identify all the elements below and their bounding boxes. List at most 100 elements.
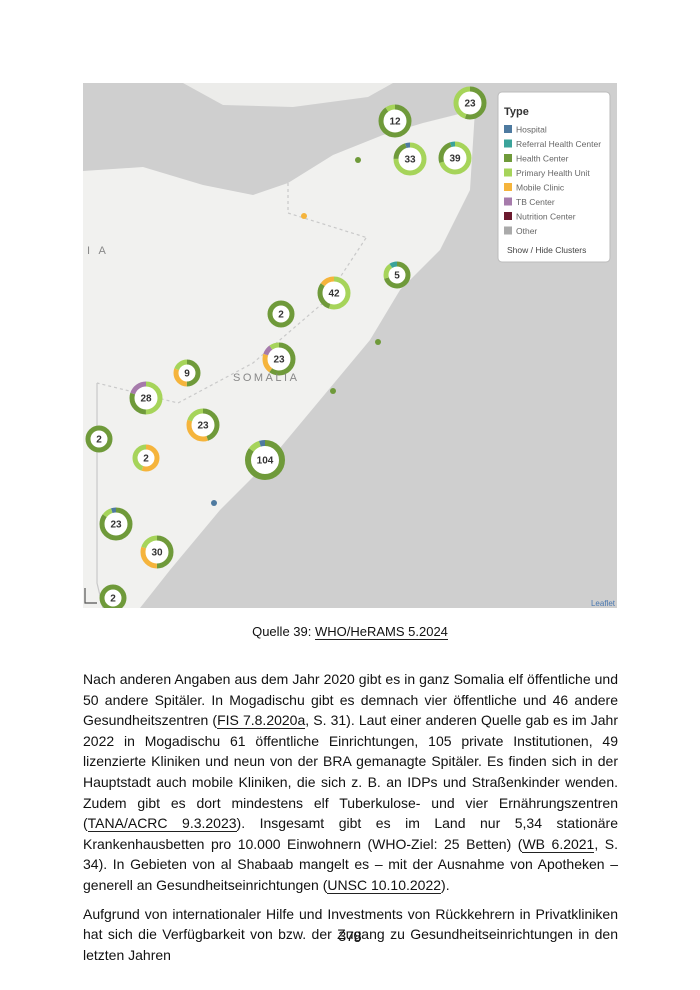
cluster-count: 104 <box>257 456 274 467</box>
legend-item: Other <box>516 226 537 236</box>
text-run: Nach anderen Angaben aus dem Jahr 2020 g… <box>83 671 618 729</box>
cluster-bg <box>270 303 292 325</box>
cluster-segment <box>173 359 201 387</box>
cluster-count: 23 <box>464 99 476 110</box>
cluster-segment <box>383 261 411 289</box>
map-label: I A <box>87 245 109 257</box>
legend-title: Type <box>504 106 529 118</box>
caption-link[interactable]: WHO/HeRAMS 5.2024 <box>314 624 448 640</box>
cluster-segment <box>140 535 174 569</box>
text-run: ). Insgesamt gibt es im Land nur 5,34 st… <box>83 815 619 852</box>
citation-link[interactable]: WB 6.2021 <box>522 835 595 853</box>
citation-link[interactable]: UNSC 10.10.2022 <box>327 876 442 894</box>
cluster-segment <box>85 425 113 453</box>
legend-item: Primary Health Unit <box>516 168 590 178</box>
cluster-bg <box>132 384 160 412</box>
cluster-count: 28 <box>140 394 152 405</box>
cluster-segment <box>99 507 133 541</box>
legend-item: Mobile Clinic <box>516 183 565 193</box>
legend-swatch <box>504 168 512 177</box>
cluster-count: 9 <box>184 369 190 380</box>
legend-swatch <box>504 212 512 220</box>
page-number: 378 <box>338 928 362 944</box>
cluster-segment <box>186 408 220 442</box>
cluster-count: 2 <box>96 435 102 446</box>
paragraph: Nach anderen Angaben aus dem Jahr 2020 g… <box>83 669 618 896</box>
facility-dot <box>301 213 307 219</box>
paragraph: Aufgrund von internationaler Hilfe und I… <box>83 904 618 966</box>
cluster-segment <box>245 440 285 480</box>
legend-swatch <box>504 197 512 206</box>
facility-dot <box>211 500 217 506</box>
legend-swatch <box>504 154 512 162</box>
cluster-bg <box>143 538 171 566</box>
cluster-bg <box>88 428 110 450</box>
cluster-bg <box>320 279 348 307</box>
cluster-count: 2 <box>278 310 284 321</box>
cluster-count: 2 <box>143 454 149 465</box>
legend-item: TB Center <box>516 197 555 207</box>
cluster-segment <box>378 104 412 138</box>
cluster-count: 30 <box>151 548 163 559</box>
cluster-count: 42 <box>328 289 340 300</box>
caption-prefix: Quelle 39: <box>252 624 315 639</box>
citation-link[interactable]: TANA/ACRC 9.3.2023 <box>87 815 237 833</box>
cluster-bg <box>381 107 409 135</box>
legend-box <box>497 91 611 263</box>
legend-item: Nutrition Center <box>516 212 576 222</box>
cluster-segment <box>317 276 351 310</box>
legend-item: Hospital <box>516 125 547 135</box>
cluster-segment <box>132 444 160 472</box>
cluster-segment <box>262 342 296 376</box>
cluster-segment <box>129 381 163 415</box>
cluster-segment <box>317 276 351 310</box>
text-run: , S. 31). Laut einer anderen Quelle gab … <box>83 712 619 832</box>
cluster-segment <box>393 142 427 176</box>
gulf <box>83 83 475 195</box>
facility-dot <box>355 157 361 163</box>
cluster-segment <box>140 535 174 569</box>
legend-swatch <box>504 139 512 148</box>
cluster-segment <box>438 141 472 175</box>
caption: Quelle 39: WHO/HeRAMS 5.2024 <box>0 624 700 640</box>
cluster-segment <box>383 261 411 289</box>
cluster-count: 12 <box>389 117 401 128</box>
text-run: ). <box>441 876 450 893</box>
cluster-count: 5 <box>394 271 400 282</box>
body-text: Nach anderen Angaben aus dem Jahr 2020 g… <box>83 669 618 973</box>
cluster-segment <box>173 359 201 387</box>
citation-link[interactable]: FIS 7.8.2020a <box>217 712 306 730</box>
cluster-bg <box>102 510 130 538</box>
cluster-bg <box>386 264 408 286</box>
cluster-count: 23 <box>273 355 285 366</box>
cluster-segment <box>438 141 472 175</box>
corner-mark <box>84 588 97 604</box>
cluster-bg <box>396 145 424 173</box>
legend-swatch <box>504 183 512 191</box>
facility-dot <box>375 339 381 345</box>
cluster-segment <box>453 86 487 120</box>
cluster-bg <box>176 362 198 384</box>
cluster-segment <box>186 408 220 442</box>
legend-swatch <box>504 226 512 235</box>
cluster-bg <box>135 447 157 469</box>
cluster-bg <box>456 89 484 117</box>
cluster-bg <box>248 443 282 477</box>
attribution[interactable]: Leaflet <box>591 599 616 608</box>
cluster-bg <box>265 345 293 373</box>
cluster-count: 33 <box>404 155 416 166</box>
legend-swatch <box>504 125 512 133</box>
cluster-segment <box>129 381 163 415</box>
cluster-count: 2 <box>110 594 116 605</box>
arabia <box>183 83 393 107</box>
map-label: SOMALIA <box>233 372 299 384</box>
cluster-count: 23 <box>197 421 209 432</box>
cluster-count: 23 <box>110 520 122 531</box>
legend-item: Health Center <box>516 154 569 164</box>
cluster-segment <box>262 342 296 376</box>
legend: Type Hospital Referral Health Center Health… <box>497 91 611 263</box>
legend-toggle[interactable]: Show / Hide Clusters <box>507 245 586 255</box>
legend-item: Referral Health Center <box>516 139 601 149</box>
cluster-segment <box>99 584 127 608</box>
